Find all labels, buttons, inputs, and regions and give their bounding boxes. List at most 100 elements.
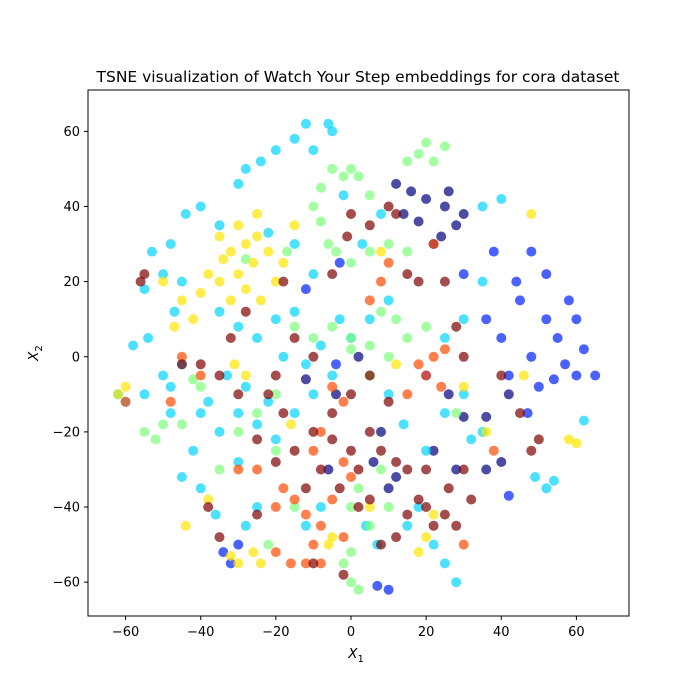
scatter-point (218, 547, 229, 558)
scatter-point (346, 547, 356, 558)
scatter-point (439, 558, 450, 569)
scatter-point (563, 434, 574, 445)
scatter-point (477, 201, 488, 212)
x-axis-label-base: X (347, 646, 358, 662)
scatter-point (323, 464, 334, 475)
scatter-point (443, 186, 454, 197)
scatter-point (488, 246, 499, 257)
scatter-point (308, 558, 319, 569)
scatter-point (503, 389, 514, 400)
scatter-point (300, 359, 311, 370)
scatter-point (315, 216, 326, 227)
scatter-point (270, 547, 281, 558)
scatter-point (413, 216, 424, 227)
y-tick-label: −20 (53, 425, 80, 440)
scatter-point (327, 408, 338, 419)
x-tick-label: 40 (493, 625, 510, 640)
scatter-point (439, 408, 450, 419)
scatter-point (346, 257, 356, 268)
scatter-point (451, 220, 462, 231)
scatter-point (252, 509, 263, 520)
scatter-point (233, 558, 244, 569)
scatter-point (225, 333, 236, 343)
scatter-point (439, 276, 450, 287)
scatter-point (176, 472, 187, 482)
scatter-point (353, 483, 364, 494)
x-tick-label: −60 (112, 625, 139, 640)
scatter-point (346, 389, 356, 400)
scatter-point (240, 254, 251, 265)
scatter-point (278, 408, 289, 419)
y-axis-label: X2 (26, 345, 45, 362)
scatter-point (308, 269, 319, 280)
scatter-point (327, 370, 338, 381)
scatter-point (278, 483, 289, 494)
scatter-point (402, 156, 413, 167)
scatter-point (346, 344, 356, 355)
chart-title: TSNE visualization of Watch Your Step em… (96, 68, 620, 86)
scatter-point (413, 502, 424, 512)
y-axis: −60 −40 −20 0 20 40 60 (53, 125, 88, 591)
scatter-point (391, 457, 402, 467)
scatter-point (252, 502, 263, 512)
scatter-point (443, 483, 454, 494)
scatter-point (421, 321, 432, 332)
scatter-point (402, 509, 413, 520)
scatter-point (496, 370, 507, 381)
scatter-point (338, 558, 349, 569)
scatter-point (364, 520, 375, 531)
scatter-point (214, 231, 225, 242)
scatter-point (240, 520, 251, 531)
scatter-point (263, 539, 274, 550)
scatter-point (225, 550, 236, 561)
scatter-point (225, 295, 236, 306)
scatter-point (368, 457, 379, 467)
scatter-point (376, 276, 386, 287)
y-tick-label: 20 (63, 275, 80, 290)
scatter-point (428, 351, 439, 362)
scatter-point (376, 445, 386, 456)
scatter-point (488, 445, 499, 456)
scatter-point (300, 558, 311, 569)
scatter-point (252, 231, 263, 242)
scatter-point (364, 370, 375, 381)
scatter-point (263, 389, 274, 400)
points-layer (113, 118, 601, 595)
scatter-point (158, 370, 169, 381)
scatter-point (289, 502, 300, 512)
scatter-point (308, 445, 319, 456)
scatter-point (451, 321, 462, 332)
scatter-point (270, 370, 281, 381)
scatter-point (282, 246, 293, 257)
scatter-point (402, 464, 413, 475)
scatter-point (346, 445, 356, 456)
scatter-point (406, 186, 417, 197)
y-tick-label: 40 (63, 200, 80, 215)
scatter-point (530, 472, 541, 482)
scatter-point (376, 426, 386, 437)
scatter-point (113, 389, 124, 400)
scatter-point (458, 389, 469, 400)
scatter-point (278, 257, 289, 268)
scatter-point (571, 438, 582, 449)
scatter-point (222, 370, 232, 381)
scatter-point (346, 502, 356, 512)
scatter-point (225, 558, 236, 569)
x-axis-label: X1 (347, 646, 364, 665)
scatter-point (466, 494, 477, 505)
scatter-point (327, 494, 338, 505)
scatter-point (421, 532, 432, 543)
x-axis-label-subscript: 1 (357, 654, 363, 665)
scatter-point (323, 539, 334, 550)
scatter-point (195, 408, 206, 419)
scatter-point (278, 276, 289, 287)
scatter-point (383, 389, 394, 400)
scatter-point (165, 396, 176, 407)
scatter-point (428, 156, 439, 167)
scatter-point (139, 389, 150, 400)
scatter-point (270, 445, 281, 456)
scatter-point (120, 396, 131, 407)
scatter-point (571, 314, 582, 325)
scatter-point (143, 333, 154, 343)
scatter-point (240, 163, 251, 174)
